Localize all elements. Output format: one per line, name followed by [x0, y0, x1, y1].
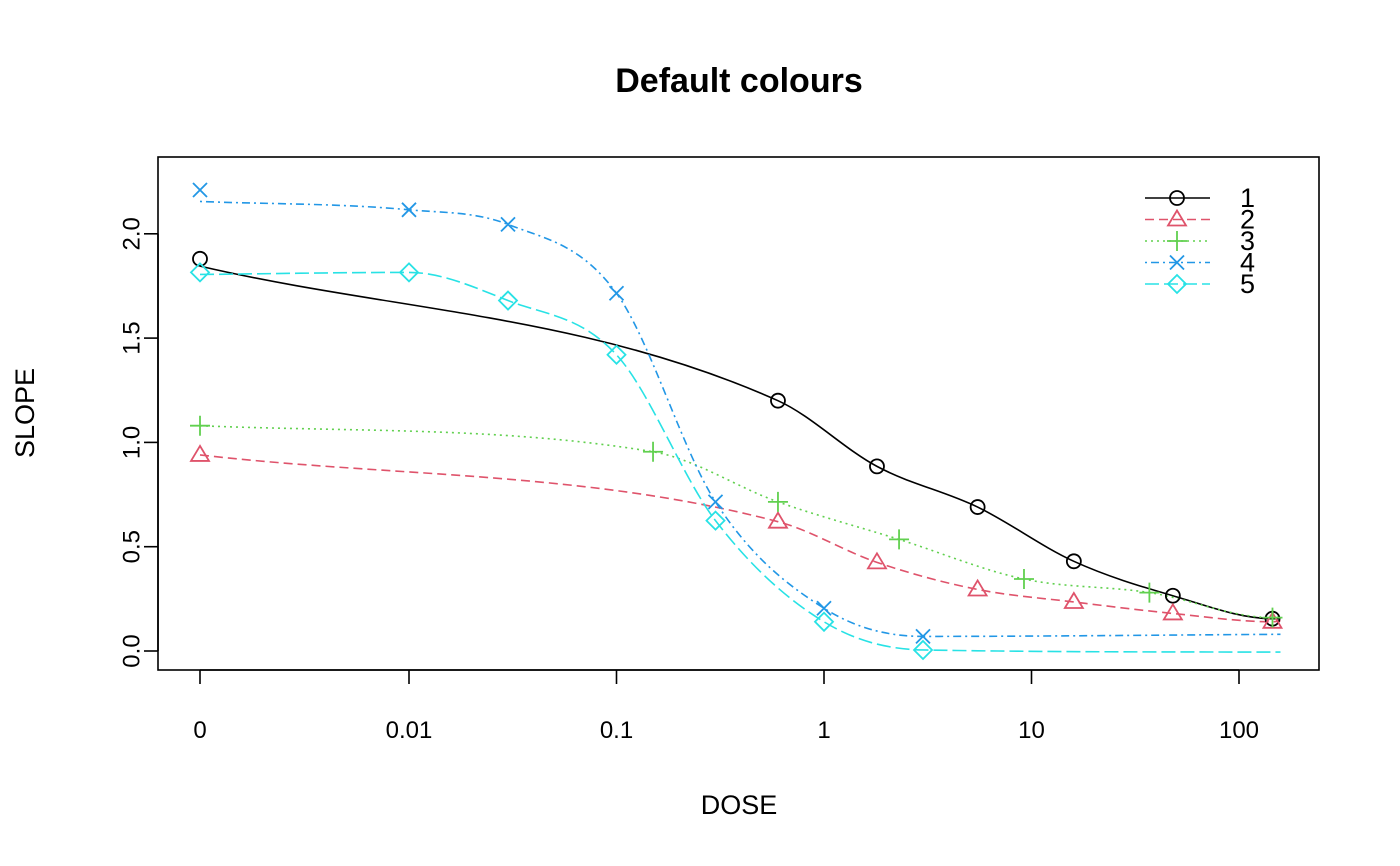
- series-3-point: [1262, 607, 1283, 628]
- series-2-point: [767, 510, 789, 529]
- legend-marker-4: [1169, 254, 1185, 271]
- y-tick-label: 2.0: [119, 217, 146, 250]
- series-2-point: [189, 444, 211, 462]
- series-5-point: [497, 290, 519, 311]
- x-tick-label: 0.01: [386, 717, 433, 744]
- series-3-point: [643, 441, 664, 462]
- x-tick-label: 0: [193, 717, 206, 744]
- series-1-point: [1065, 553, 1082, 570]
- series-4-point: [915, 628, 931, 645]
- series-1-point: [969, 499, 986, 515]
- legend-marker-5: [1166, 273, 1188, 295]
- series-4-curve: [199, 200, 1281, 638]
- series-3-curve: [199, 424, 1281, 619]
- x-tick-label: 10: [1018, 717, 1045, 744]
- legend-marker-3: [1167, 231, 1187, 251]
- series-3-point: [1013, 569, 1034, 590]
- legend-marker-1: [1169, 190, 1185, 206]
- y-tick-label: 1.0: [119, 426, 146, 459]
- series-1-point: [192, 250, 208, 267]
- series-1-point: [770, 392, 786, 409]
- series-4-point: [608, 285, 625, 301]
- x-axis: 0 0.01 0.1 1 10 100: [193, 669, 1259, 744]
- y-tick-label: 1.5: [119, 321, 146, 354]
- series-1-point: [869, 458, 885, 475]
- legend-label-4: 4: [1240, 248, 1255, 278]
- x-tick-label: 0.1: [600, 717, 633, 744]
- x-tick-label: 100: [1219, 717, 1259, 744]
- chart-title: Default colours: [615, 62, 862, 100]
- x-tick-label: 1: [817, 717, 830, 744]
- series-5-point: [398, 262, 420, 283]
- series-2-point: [1162, 602, 1184, 621]
- series-5-point: [705, 510, 726, 531]
- legend-label-2: 2: [1240, 205, 1255, 235]
- series-4-point: [192, 182, 208, 198]
- series-4-point: [816, 600, 832, 616]
- series-3-point: [767, 491, 788, 512]
- series-2-curve: [199, 454, 1281, 623]
- legend-marker-2: [1166, 208, 1188, 227]
- data-points: [189, 182, 1284, 661]
- series-5-point: [189, 262, 211, 283]
- series-5-curve: [199, 271, 1281, 653]
- series-3-point: [190, 415, 210, 436]
- y-axis: 0.0 0.5 1.0 1.5 2.0: [119, 217, 159, 668]
- series-5-point: [813, 611, 835, 633]
- fitted-curves: [199, 200, 1281, 653]
- series-2-point: [967, 578, 989, 597]
- series-2-point: [1261, 611, 1284, 629]
- y-tick-label: 0.5: [119, 530, 146, 563]
- series-3-point: [889, 529, 910, 550]
- series-4-point: [401, 202, 417, 218]
- legend-label-5: 5: [1240, 269, 1255, 299]
- series-4-point: [707, 494, 724, 510]
- series-4-point: [500, 216, 516, 233]
- legend-label-1: 1: [1240, 183, 1255, 213]
- series-2-point: [1063, 591, 1085, 609]
- series-3-point: [1139, 582, 1160, 603]
- series-5-point: [606, 344, 627, 366]
- y-tick-label: 0.0: [119, 634, 146, 667]
- series-1-curve: [199, 265, 1281, 620]
- y-axis-label: SLOPE: [10, 368, 40, 458]
- series-2-point: [866, 551, 888, 570]
- legend-label-3: 3: [1240, 226, 1255, 256]
- series-5-point: [912, 639, 934, 661]
- x-axis-label: DOSE: [701, 790, 778, 820]
